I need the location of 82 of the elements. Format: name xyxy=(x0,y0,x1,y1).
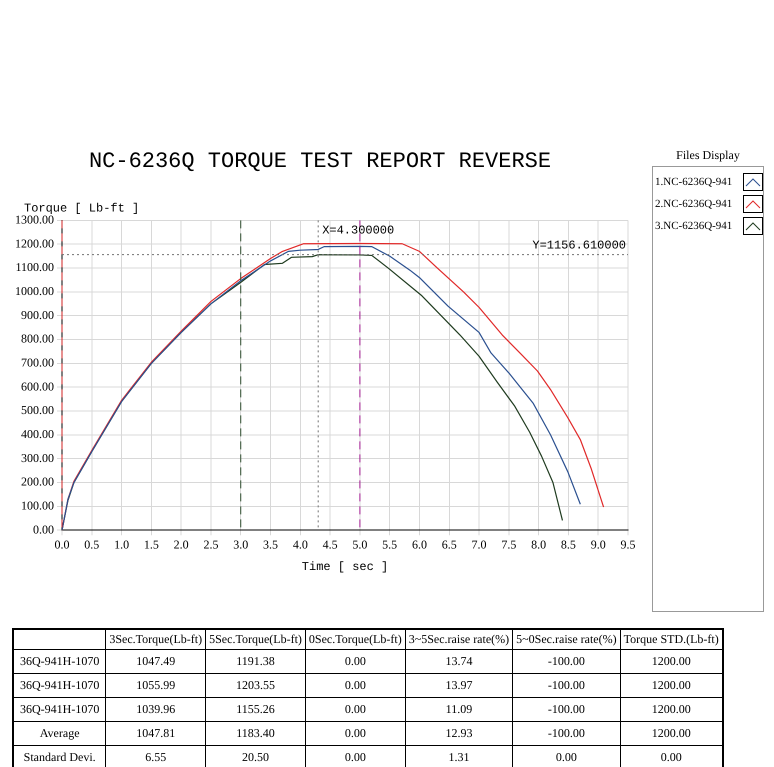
x-tick-label: 9.0 xyxy=(590,538,606,552)
text: 13.97 xyxy=(405,674,513,698)
y-tick-label: 0.00 xyxy=(33,522,54,536)
y-tick-label: 300.00 xyxy=(21,450,54,465)
x-tick-label: 0.0 xyxy=(54,538,70,552)
x-tick-label: 3.0 xyxy=(233,538,248,552)
text: 3Sec.Torque(Lb-ft) xyxy=(106,629,206,650)
text: 1047.81 xyxy=(106,722,206,746)
text: 0.00 xyxy=(305,722,406,746)
y-tick-label: 400.00 xyxy=(21,427,54,442)
ref-line-label: X=4.300000 xyxy=(322,224,394,238)
y-tick-label: 700.00 xyxy=(21,356,54,370)
y-tick-label: 1100.00 xyxy=(15,260,54,274)
text: 6.55 xyxy=(106,746,206,767)
text: 0Sec.Torque(Lb-ft) xyxy=(305,629,406,650)
x-tick-label: 5.5 xyxy=(382,538,398,552)
text: 36Q-941H-1070 xyxy=(13,674,106,698)
legend-label: 2.NC-6236Q-941 xyxy=(655,198,734,210)
text: 3~5Sec.raise rate(%) xyxy=(405,629,513,650)
text: 1191.38 xyxy=(206,650,306,674)
text: -100.00 xyxy=(512,650,620,674)
text: Torque STD.(Lb-ft) xyxy=(620,629,723,650)
text: -100.00 xyxy=(512,722,620,746)
text: 1203.55 xyxy=(206,674,306,698)
y-tick-label: 500.00 xyxy=(21,403,54,418)
text: 20.50 xyxy=(206,746,306,767)
x-tick-label: 5.0 xyxy=(352,538,368,552)
y-tick-label: 200.00 xyxy=(21,474,54,489)
text: Standard Devi. xyxy=(13,746,106,767)
x-tick-label: 2.5 xyxy=(203,538,218,552)
x-tick-label: 1.0 xyxy=(114,538,130,552)
text: -100.00 xyxy=(512,674,620,698)
text: 11.09 xyxy=(405,698,513,722)
text: 0.00 xyxy=(305,746,406,767)
y-tick-label: 900.00 xyxy=(21,308,54,322)
x-tick-label: 0.5 xyxy=(84,538,100,552)
text: -100.00 xyxy=(512,698,620,722)
x-tick-label: 6.0 xyxy=(412,538,427,552)
x-tick-label: 6.5 xyxy=(442,538,457,552)
text: 1.31 xyxy=(405,746,513,767)
y-tick-label: 1200.00 xyxy=(15,236,54,250)
x-tick-label: 4.5 xyxy=(322,538,338,552)
x-tick-label: 8.5 xyxy=(560,538,576,552)
chart-title: NC-6236Q TORQUE TEST REPORT REVERSE xyxy=(88,149,552,174)
text: 1055.99 xyxy=(106,674,206,698)
legend-label: 1.NC-6236Q-941 xyxy=(655,176,734,188)
text: 1200.00 xyxy=(620,674,723,698)
x-tick-label: 1.5 xyxy=(144,538,159,552)
text: 13.74 xyxy=(405,650,513,674)
text: 1155.26 xyxy=(206,698,306,722)
x-tick-label: 3.5 xyxy=(263,538,278,552)
x-tick-label: 7.5 xyxy=(501,538,516,552)
legend-title: Files Display xyxy=(675,148,741,163)
text: 1200.00 xyxy=(620,650,723,674)
text: 0.00 xyxy=(620,746,723,767)
ref-line-label: Y=1156.610000 xyxy=(532,238,626,253)
x-tick-label: 4.0 xyxy=(292,538,308,552)
text: 5~0Sec.raise rate(%) xyxy=(512,629,620,650)
text: 12.93 xyxy=(405,722,513,746)
y-tick-label: 600.00 xyxy=(21,379,54,394)
text: 1183.40 xyxy=(206,722,306,746)
text: 0.00 xyxy=(305,698,406,722)
x-tick-label: 9.5 xyxy=(620,538,636,552)
y-tick-label: 800.00 xyxy=(21,332,54,346)
text: 1047.49 xyxy=(106,650,206,674)
x-tick-label: 8.0 xyxy=(531,538,546,552)
text: Average xyxy=(13,722,106,746)
text: 36Q-941H-1070 xyxy=(13,650,106,674)
x-axis-title: Time [ sec ] xyxy=(302,560,388,574)
text: 1200.00 xyxy=(620,722,723,746)
x-tick-label: 2.0 xyxy=(174,538,189,552)
text: 36Q-941H-1070 xyxy=(13,698,106,722)
text: 0.00 xyxy=(512,746,620,767)
legend-label: 3.NC-6236Q-941 xyxy=(655,220,734,232)
text: 0.00 xyxy=(305,650,406,674)
text: 0.00 xyxy=(305,674,406,698)
text: 1200.00 xyxy=(620,698,723,722)
y-tick-label: 100.00 xyxy=(21,498,54,513)
text: 5Sec.Torque(Lb-ft) xyxy=(206,629,306,650)
x-tick-label: 7.0 xyxy=(472,538,487,552)
text: 1039.96 xyxy=(106,698,206,722)
y-tick-label: 1000.00 xyxy=(15,284,54,298)
